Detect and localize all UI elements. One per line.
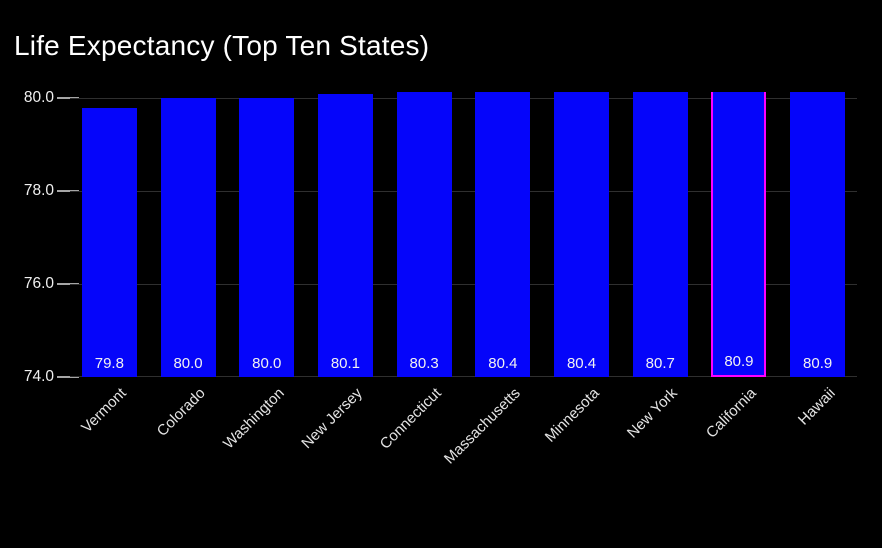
bar-value-label: 80.4: [488, 355, 518, 372]
bar-connecticut[interactable]: 80.3: [396, 92, 452, 377]
y-tick-label: 78.0: [23, 182, 54, 200]
bar-value-label: 80.0: [173, 355, 203, 372]
y-tick-label: 74.0: [23, 368, 54, 385]
bar-vermont[interactable]: 79.8: [81, 108, 137, 377]
gridline: [70, 376, 857, 377]
y-tick-label: 76.0: [23, 275, 54, 293]
bar-massachusetts[interactable]: 80.4: [475, 92, 531, 377]
bar-minnesota[interactable]: 80.4: [554, 92, 610, 377]
gridline: [70, 190, 857, 192]
bar-value-label: 80.9: [724, 353, 754, 370]
y-tick-mark: [57, 376, 79, 378]
bar-colorado[interactable]: 80.0: [160, 98, 216, 377]
bar-value-label: 80.4: [566, 355, 597, 372]
bar-new-jersey[interactable]: 80.1: [317, 94, 373, 377]
bar-value-label: 79.8: [94, 355, 124, 372]
x-tick-label-vermont: Vermont: [78, 384, 131, 437]
bar-value-label: 80.7: [645, 355, 675, 372]
bar-value-label: 80.3: [409, 355, 439, 372]
gridline: [70, 283, 857, 285]
bar-value-label: 80.1: [330, 355, 361, 372]
y-tick-label: 80.0: [23, 89, 54, 107]
bar-hawaii[interactable]: 80.9: [790, 92, 846, 377]
y-tick-mark: [57, 283, 79, 286]
chart-title: Life Expectancy (Top Ten States): [14, 30, 430, 61]
gridline: [70, 97, 857, 99]
bar-new-york[interactable]: 80.7: [632, 92, 688, 377]
bar-value-label: 80.0: [252, 355, 282, 372]
plot-area: 79.8 80.0 80.0 80.1 80.3 80.4 80.4 80.7 80.9 80.9: [70, 92, 857, 377]
bar-value-label: 80.9: [803, 355, 833, 372]
bar-washington[interactable]: 80.0: [239, 98, 295, 377]
bar-california[interactable]: 80.9: [711, 92, 767, 377]
y-tick-mark: [57, 190, 79, 193]
y-tick-mark: [57, 97, 79, 100]
